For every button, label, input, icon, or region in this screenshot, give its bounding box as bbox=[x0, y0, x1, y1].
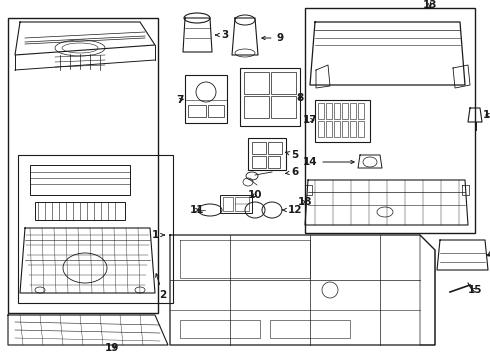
Bar bbox=[305, 8, 475, 233]
Bar bbox=[252, 142, 266, 154]
Bar bbox=[358, 103, 364, 119]
Text: 2: 2 bbox=[156, 274, 167, 300]
Bar bbox=[35, 202, 125, 220]
Text: 5: 5 bbox=[286, 150, 298, 160]
Bar bbox=[334, 103, 340, 119]
Bar bbox=[271, 72, 296, 94]
Text: 7: 7 bbox=[176, 95, 184, 105]
Bar bbox=[252, 156, 266, 168]
Bar bbox=[315, 100, 370, 142]
Bar bbox=[268, 156, 280, 168]
Bar bbox=[318, 121, 324, 137]
Bar bbox=[185, 75, 227, 123]
Text: 4: 4 bbox=[486, 250, 490, 260]
Bar bbox=[318, 103, 324, 119]
Text: 10: 10 bbox=[248, 190, 262, 200]
Bar bbox=[220, 195, 252, 213]
Text: 16: 16 bbox=[483, 110, 490, 120]
Text: 19: 19 bbox=[105, 343, 119, 353]
Text: 13: 13 bbox=[423, 0, 437, 10]
Text: 8: 8 bbox=[296, 93, 304, 103]
Bar bbox=[350, 121, 356, 137]
Text: 14: 14 bbox=[303, 157, 354, 167]
Bar bbox=[244, 96, 269, 118]
Text: 6: 6 bbox=[286, 167, 298, 177]
Bar bbox=[188, 105, 206, 117]
Text: 3: 3 bbox=[216, 30, 229, 40]
Text: 15: 15 bbox=[468, 285, 482, 295]
Bar bbox=[358, 121, 364, 137]
Text: 12: 12 bbox=[282, 205, 302, 215]
Bar bbox=[235, 197, 249, 211]
Bar bbox=[270, 320, 350, 338]
Bar bbox=[342, 121, 348, 137]
Bar bbox=[240, 68, 300, 126]
Text: 9: 9 bbox=[262, 33, 284, 43]
Bar bbox=[326, 103, 332, 119]
Bar bbox=[8, 18, 158, 313]
Bar bbox=[244, 72, 269, 94]
Text: 1: 1 bbox=[151, 230, 164, 240]
Text: 11: 11 bbox=[190, 205, 204, 215]
Bar bbox=[208, 105, 224, 117]
Bar bbox=[223, 197, 233, 211]
Bar bbox=[342, 103, 348, 119]
Bar bbox=[271, 96, 296, 118]
Bar bbox=[248, 138, 286, 170]
Bar bbox=[18, 155, 173, 303]
Bar bbox=[350, 103, 356, 119]
Text: 18: 18 bbox=[298, 197, 312, 207]
Text: 17: 17 bbox=[303, 115, 318, 125]
Bar bbox=[268, 142, 282, 154]
Bar bbox=[180, 320, 260, 338]
Bar bbox=[326, 121, 332, 137]
Bar bbox=[30, 165, 130, 195]
Bar bbox=[334, 121, 340, 137]
